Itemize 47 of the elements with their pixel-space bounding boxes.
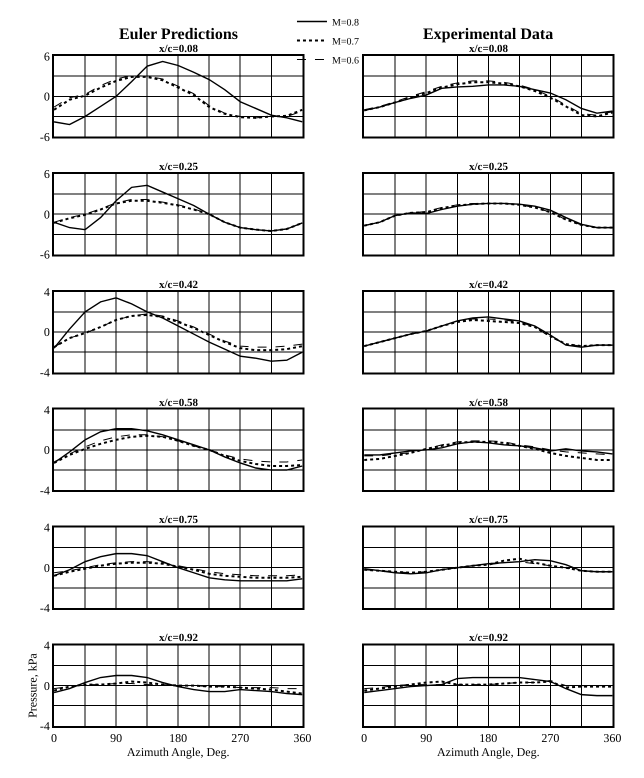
y-axis-title: Pressure, kPa [26,652,40,718]
y-tick-label: 4 [44,520,50,535]
legend-label: M=0.8 [332,17,360,28]
x-tick-label: 180 [169,731,188,746]
x-tick-label: 180 [479,731,498,746]
chart-title: x/c=0.92 [469,632,508,644]
y-tick-label: -6 [40,248,50,262]
x-tick-label: 90 [420,731,432,746]
y-tick-label: 4 [44,402,50,417]
y-tick-label: 0 [44,207,50,222]
chart-title: Experimental Data [423,26,554,43]
y-tick-label: 6 [44,49,50,64]
y-tick-label: -4 [40,601,50,616]
legend-label: M=0.6 [332,55,360,66]
chart-title: x/c=0.25 [159,161,198,173]
x-tick-label: 270 [541,731,560,746]
y-tick-label: 4 [44,284,50,299]
x-tick-label: 360 [293,731,312,746]
chart-title: x/c=0.58 [469,397,508,409]
x-axis-title: Azimuth Angle, Deg. [126,745,230,760]
x-tick-label: 0 [361,731,368,746]
y-tick-label: 4 [44,638,50,653]
y-tick-label: 0 [44,325,50,340]
y-tick-label: 0 [44,90,50,104]
y-tick-label: 0 [44,443,50,458]
chart-subtitle: x/c=0.08 [159,43,198,55]
y-tick-label: 0 [44,560,50,575]
chart-title: x/c=0.75 [469,514,508,526]
chart-title: x/c=0.58 [159,397,198,409]
x-tick-label: 360 [603,731,622,746]
chart-subtitle: x/c=0.08 [469,43,508,55]
y-tick-label: 0 [44,678,50,693]
legend-label: M=0.7 [332,36,360,48]
y-tick-label: -4 [40,483,50,498]
y-tick-label: 6 [44,167,50,182]
y-tick-label: -4 [40,719,50,734]
chart-title: x/c=0.25 [469,161,508,173]
chart-title: x/c=0.42 [159,279,198,291]
chart-title: x/c=0.75 [159,514,198,526]
y-tick-label: -6 [40,130,50,144]
x-axis-title: Azimuth Angle, Deg. [436,745,540,760]
y-tick-label: -4 [40,366,50,380]
chart-title: Euler Predictions [119,26,238,43]
chart-title: x/c=0.92 [159,632,198,644]
chart-title: x/c=0.42 [469,279,508,291]
x-tick-label: 270 [231,731,250,746]
x-tick-label: 90 [110,731,122,746]
